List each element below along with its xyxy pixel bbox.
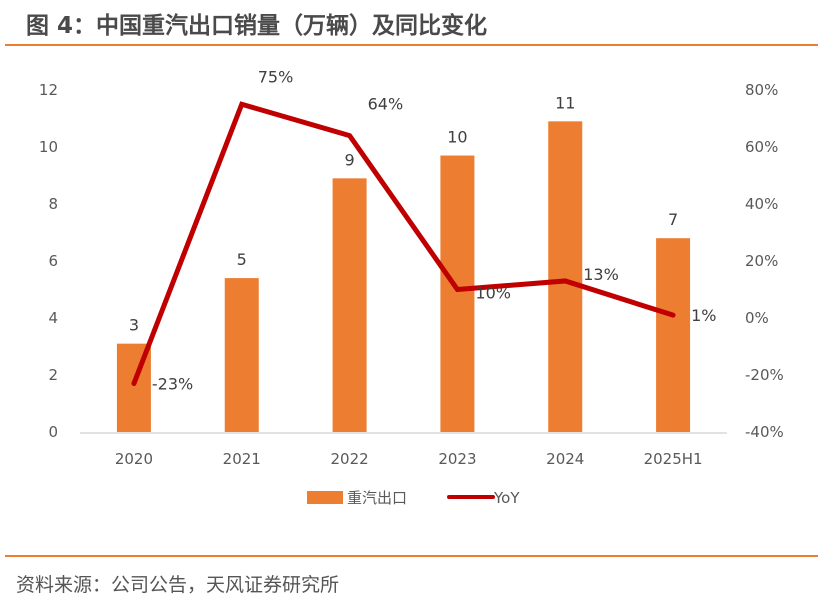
right-tick-label: 40% xyxy=(745,195,778,213)
right-tick-label: -20% xyxy=(745,366,784,384)
chart: 0 2 4 6 8 10 12 -40% -20% 0% 20% 40% 60% 80% 3 5 9 10 11… xyxy=(39,67,784,507)
x-tick-label: 2020 xyxy=(115,450,153,468)
footer-divider xyxy=(5,555,818,557)
right-tick-label: 80% xyxy=(745,81,778,99)
yoy-line xyxy=(131,101,676,387)
x-tick-label: 2025H1 xyxy=(644,450,703,468)
line-data-label: 10% xyxy=(475,284,511,303)
x-tick-label: 2023 xyxy=(438,450,476,468)
left-tick-label: 4 xyxy=(48,309,58,327)
bar xyxy=(332,178,367,432)
right-tick-label: 0% xyxy=(745,309,769,327)
bar-data-label: 9 xyxy=(344,150,354,169)
title-divider xyxy=(5,44,818,46)
right-tick-label: 20% xyxy=(745,252,778,270)
line-data-label: 75% xyxy=(258,67,294,86)
x-tick-label: 2024 xyxy=(546,450,584,468)
left-tick-label: 8 xyxy=(48,195,58,213)
x-axis: 2020 2021 2022 2023 2024 2025H1 xyxy=(115,450,703,468)
legend-label-bar: 重汽出口 xyxy=(347,489,407,507)
bar xyxy=(656,238,691,432)
legend: 重汽出口 YoY xyxy=(307,489,520,507)
left-tick-label: 6 xyxy=(48,252,58,270)
line-data-label: 64% xyxy=(368,95,404,114)
legend-label-line: YoY xyxy=(493,489,520,507)
bar-data-label: 5 xyxy=(237,250,247,269)
line-data-label: 13% xyxy=(583,265,619,284)
left-tick-label: 2 xyxy=(48,366,58,384)
bar-data-label: 11 xyxy=(555,93,575,112)
bar xyxy=(440,155,475,433)
line-data-label: 1% xyxy=(691,306,716,325)
source-note: 资料来源：公司公告，天风证券研究所 xyxy=(16,574,340,596)
bar-data-label: 7 xyxy=(668,210,678,229)
x-tick-label: 2021 xyxy=(223,450,261,468)
chart-title: 图 4：中国重汽出口销量（万辆）及同比变化 xyxy=(26,13,488,39)
yoy-line-series xyxy=(131,101,676,387)
left-axis: 0 2 4 6 8 10 12 xyxy=(39,81,58,441)
bar-series xyxy=(116,121,691,433)
right-axis: -40% -20% 0% 20% 40% 60% 80% xyxy=(745,81,784,441)
bar-data-labels: 3 5 9 10 11 7 xyxy=(129,93,678,334)
x-tick-label: 2022 xyxy=(330,450,368,468)
left-tick-label: 0 xyxy=(48,423,58,441)
left-tick-label: 10 xyxy=(39,138,58,156)
legend-swatch-bar xyxy=(307,491,343,504)
line-data-label: -23% xyxy=(152,375,193,394)
left-tick-label: 12 xyxy=(39,81,58,99)
right-tick-label: -40% xyxy=(745,423,784,441)
bar-data-label: 3 xyxy=(129,316,139,335)
bar-data-label: 10 xyxy=(447,128,467,147)
line-data-labels: -23% 75% 64% 10% 13% 1% xyxy=(152,67,717,393)
bar xyxy=(548,121,583,432)
bar xyxy=(224,278,259,432)
right-tick-label: 60% xyxy=(745,138,778,156)
